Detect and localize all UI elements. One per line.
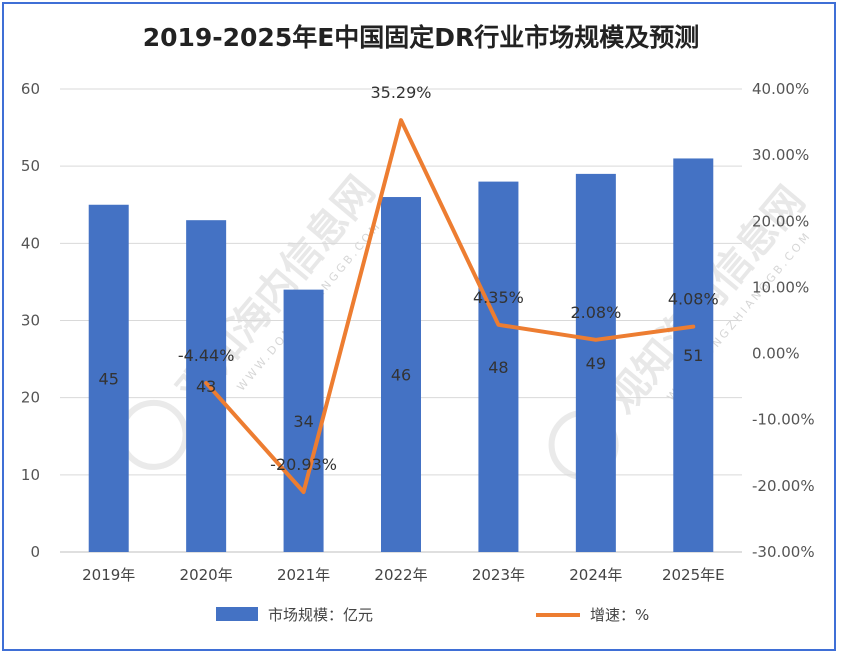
- watermark-logo-icon: [118, 399, 189, 470]
- y-right-tick-label: 20.00%: [752, 212, 809, 230]
- bar: [283, 289, 324, 552]
- legend-line-label: 增速：%: [590, 606, 649, 624]
- bar: [381, 197, 421, 553]
- growth-line: [204, 118, 696, 495]
- y-right-tick-label: -30.00%: [752, 543, 815, 561]
- bar: [478, 181, 519, 552]
- bar-value-label: 51: [683, 346, 703, 365]
- x-tick-label: 2025年E: [662, 566, 725, 584]
- x-tick-label: 2021年: [277, 566, 330, 584]
- y-left-tick-label: 50: [21, 157, 40, 175]
- y-left-tick-label: 20: [21, 389, 40, 407]
- x-tick-label: 2022年: [374, 566, 427, 584]
- y-right-tick-label: 30.00%: [752, 146, 809, 164]
- bar-value-label: 48: [488, 358, 508, 377]
- legend-bar-swatch: [216, 607, 258, 621]
- growth-value-label: -20.93%: [270, 455, 337, 474]
- growth-value-label: 2.08%: [570, 303, 621, 322]
- y-left-tick-label: 60: [21, 80, 40, 98]
- y-right-tick-label: 0.00%: [752, 345, 800, 363]
- x-tick-label: 2019年: [82, 566, 135, 584]
- x-tick-label: 2024年: [569, 566, 622, 584]
- growth-value-label: 4.08%: [668, 290, 719, 309]
- y-left-tick-label: 10: [21, 466, 40, 484]
- y-right-tick-label: -20.00%: [752, 477, 815, 495]
- bar-value-label: 45: [99, 369, 119, 388]
- bar: [88, 204, 129, 552]
- y-right-tick-label: 40.00%: [752, 80, 809, 98]
- bar: [575, 173, 616, 552]
- growth-value-label: -4.44%: [178, 346, 235, 365]
- bar-value-label: 46: [391, 366, 411, 385]
- bar-value-label: 34: [293, 412, 313, 431]
- y-right-tick-label: 10.00%: [752, 278, 809, 296]
- bar-value-label: 49: [586, 354, 606, 373]
- x-tick-label: 2023年: [472, 566, 525, 584]
- legend-bar-label: 市场规模：亿元: [268, 606, 373, 624]
- bar: [673, 158, 714, 552]
- growth-value-label: 4.35%: [473, 288, 524, 307]
- chart-title: 2019-2025年E中国固定DR行业市场规模及预测: [142, 23, 700, 52]
- y-left-tick-label: 0: [30, 543, 40, 561]
- bar-value-label: 43: [196, 377, 216, 396]
- y-right-tick-label: -10.00%: [752, 411, 815, 429]
- x-tick-label: 2020年: [180, 566, 233, 584]
- bar: [186, 220, 227, 552]
- growth-value-label: 35.29%: [370, 83, 431, 102]
- y-left-tick-label: 30: [21, 312, 40, 330]
- y-left-tick-label: 40: [21, 234, 40, 252]
